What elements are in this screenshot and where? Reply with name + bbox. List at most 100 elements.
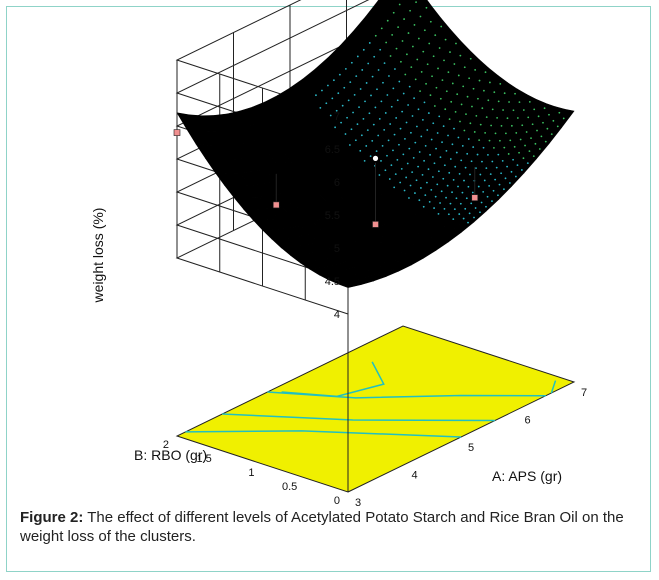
- surface-dot: [518, 101, 521, 104]
- surface-dot: [399, 181, 402, 184]
- surface-dot: [518, 151, 520, 154]
- surface-dot: [402, 92, 405, 95]
- surface-dot: [503, 188, 505, 191]
- surface-dot: [497, 153, 500, 156]
- surface-dot: [415, 1, 417, 4]
- x-tick-label: 3: [355, 497, 361, 509]
- surface-dot: [464, 166, 467, 169]
- z-axis-title: weight loss (%): [90, 208, 106, 304]
- surface-dot: [493, 91, 496, 94]
- surface-dot: [400, 168, 403, 170]
- surface-dot: [521, 124, 524, 127]
- surface-dot: [417, 108, 420, 111]
- surface-dot: [359, 88, 362, 90]
- surface-dot: [445, 149, 448, 152]
- surface-dot: [406, 162, 409, 165]
- surface-dot: [394, 173, 397, 175]
- surface-dot: [439, 97, 442, 100]
- surface-dot: [386, 94, 389, 96]
- surface-dot: [528, 100, 531, 103]
- surface-dot: [367, 62, 370, 65]
- surface-dot: [384, 169, 387, 172]
- surface-dot: [433, 162, 436, 165]
- surface-dot: [487, 153, 489, 156]
- surface-dot: [407, 32, 410, 34]
- surface-dot: [423, 159, 425, 162]
- surface-dot: [404, 73, 407, 76]
- surface-dot: [534, 142, 537, 145]
- surface-dot: [365, 145, 368, 147]
- surface-dot: [510, 170, 513, 173]
- surface-dot: [451, 82, 454, 85]
- surface-dot: [512, 109, 515, 112]
- surface-dot: [457, 185, 459, 188]
- surface-dot: [484, 71, 487, 74]
- surface-dot: [426, 63, 429, 66]
- surface-dot: [481, 107, 484, 110]
- surface-dot: [497, 100, 500, 103]
- surface-dot: [499, 82, 502, 85]
- surface-dot: [444, 38, 447, 41]
- surface-dot: [485, 116, 488, 119]
- surface-dot: [452, 179, 455, 181]
- surface-dot: [495, 166, 498, 169]
- surface-dot: [403, 189, 406, 192]
- surface-dot: [489, 81, 491, 84]
- surface-dot: [472, 87, 475, 90]
- y-axis-title: B: RBO (gr): [134, 447, 207, 463]
- surface-dot: [543, 107, 546, 110]
- surface-dot: [401, 110, 404, 113]
- surface-dot: [394, 68, 396, 70]
- surface-dot: [544, 140, 547, 143]
- surface-dot: [431, 75, 433, 78]
- surface-dot: [400, 60, 402, 63]
- surface-dot: [411, 171, 414, 174]
- surface-dot: [420, 71, 423, 73]
- surface-dot: [562, 117, 565, 120]
- surface-dot: [405, 121, 408, 124]
- surface-dot: [494, 178, 497, 181]
- surface-dot: [479, 173, 482, 176]
- surface-dot: [327, 84, 329, 87]
- surface-dot: [407, 104, 410, 106]
- surface-dot: [491, 200, 493, 202]
- surface-dot: [488, 139, 491, 142]
- surface-dot: [348, 144, 351, 146]
- surface-dot: [453, 63, 456, 65]
- surface-dot: [537, 115, 540, 118]
- surface-dot: [405, 176, 408, 179]
- surface-dot: [510, 124, 513, 127]
- surface-dot: [514, 92, 516, 95]
- surface-dot: [506, 117, 509, 120]
- surface-dot: [449, 202, 452, 205]
- caption-text: The effect of different levels of Acetyl…: [20, 509, 624, 545]
- surface-dot: [442, 125, 445, 128]
- surface-dot: [486, 195, 489, 198]
- surface-dot: [489, 173, 492, 176]
- surface-dot: [402, 153, 405, 156]
- surface-dot: [372, 123, 375, 126]
- surface-dot: [385, 41, 388, 44]
- surface-dot: [548, 113, 550, 116]
- surface-dot: [361, 69, 364, 71]
- surface-dot: [461, 191, 464, 194]
- surface-dot: [420, 135, 423, 138]
- surface-dot: [497, 194, 499, 197]
- x-tick-label: 4: [412, 470, 418, 482]
- surface-dot: [343, 86, 346, 89]
- surface-dot: [374, 34, 377, 37]
- surface-dot: [408, 147, 411, 150]
- surface-dot: [475, 114, 478, 117]
- surface-dot: [485, 205, 487, 208]
- surface-dot: [377, 69, 380, 71]
- surface-dot: [399, 127, 402, 130]
- surface-dot: [346, 116, 348, 119]
- surface-dot: [513, 145, 516, 148]
- surface-dot: [503, 146, 506, 149]
- surface-dot: [460, 159, 463, 162]
- surface-dot: [379, 48, 382, 51]
- surface-dot: [471, 105, 473, 108]
- z-tick-label: 6: [334, 177, 340, 189]
- surface-dot: [533, 108, 536, 111]
- surface-dot: [353, 93, 356, 96]
